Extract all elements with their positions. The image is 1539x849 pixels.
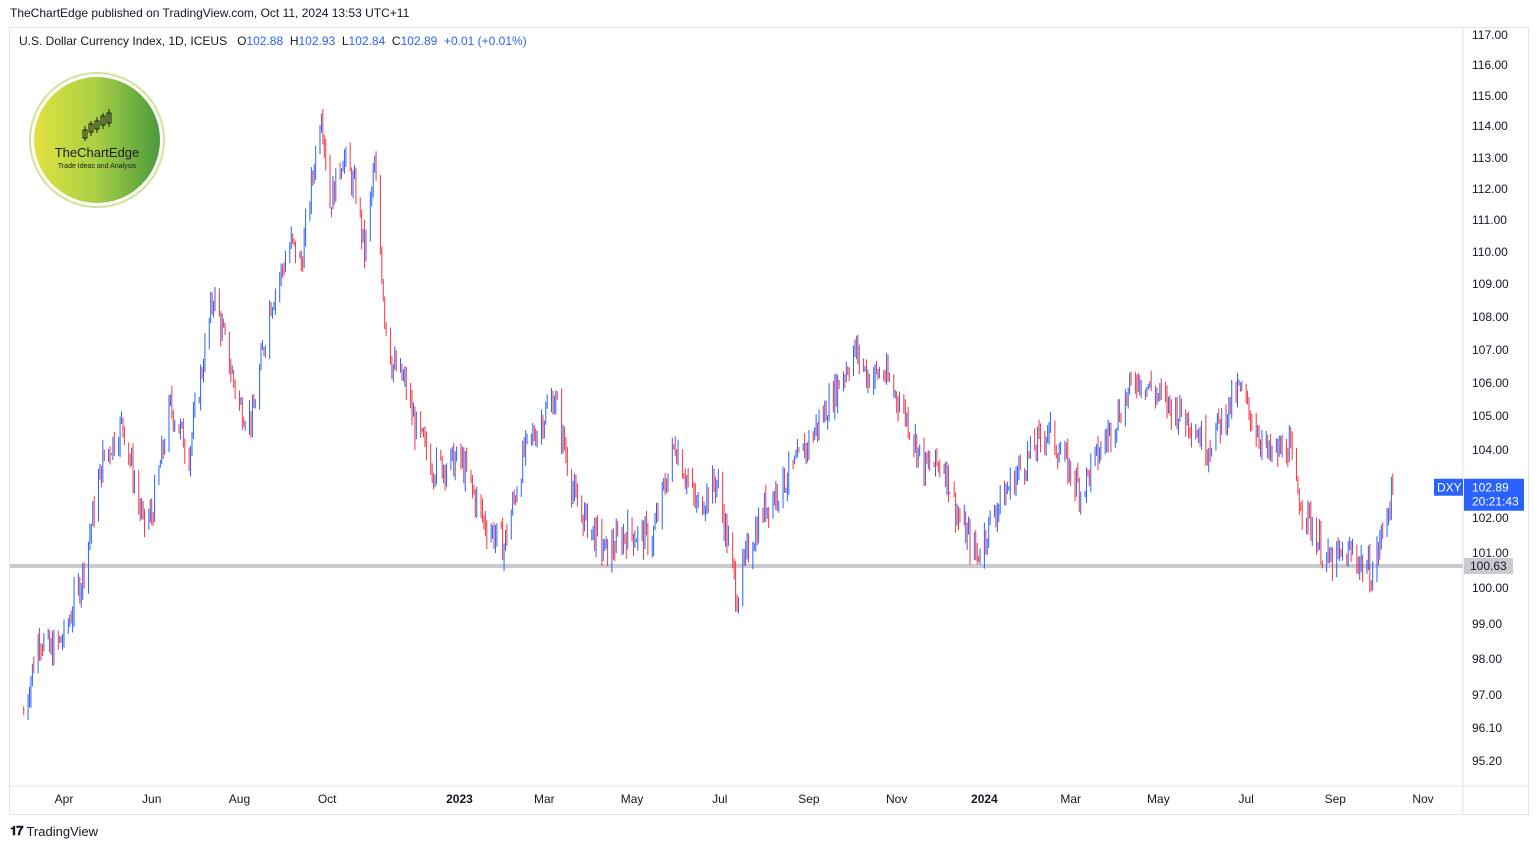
publisher-line: TheChartEdge published on TradingView.co… [10, 6, 410, 20]
x-tick-label: May [621, 792, 644, 806]
level-price-tag [1464, 557, 1513, 574]
y-tick-label: 107.00 [1472, 343, 1509, 357]
x-tick-label: Oct [318, 792, 337, 806]
open-label: O [237, 34, 247, 48]
x-tick-label: Sep [798, 792, 820, 806]
ohlc-bars [23, 108, 1394, 721]
y-tick-label: 108.00 [1472, 310, 1509, 324]
x-tick-label: Nov [1412, 792, 1433, 806]
symbol-legend[interactable]: U.S. Dollar Currency Index, 1D, ICEUS O1… [19, 34, 527, 48]
y-tick-label: 98.00 [1472, 652, 1502, 666]
support-level-band [10, 563, 1463, 568]
y-tick-label: 117.00 [1472, 28, 1508, 42]
y-tick-label: 101.00 [1472, 546, 1509, 560]
x-tick-label: Jul [1238, 792, 1253, 806]
footer-brand-label: TradingView [26, 823, 99, 839]
last-price-tag-label: 102.89 [1472, 481, 1509, 495]
logo-name: TheChartEdge [55, 145, 140, 160]
x-tick-label: Nov [886, 792, 907, 806]
y-tick-label: 96.10 [1472, 721, 1502, 735]
x-tick-label: Aug [229, 792, 250, 806]
y-tick-label: 97.00 [1472, 688, 1502, 702]
close-label: C [391, 34, 401, 48]
y-tick-label: 99.00 [1472, 617, 1502, 631]
footer-brand[interactable]: 𝟏𝟕 TradingView [10, 823, 98, 839]
y-tick-label: 113.00 [1472, 151, 1508, 165]
time-axis[interactable]: Apr Jun Aug Oct 2023 Mar May Jul Sep Nov 2024 Mar Ma… [55, 792, 1434, 806]
candlestick-icon [82, 109, 112, 141]
high-value: 102.93 [298, 34, 336, 48]
x-tick-label: May [1147, 792, 1170, 806]
change-value: +0.01 (+0.01%) [443, 34, 527, 48]
y-tick-label: 105.00 [1472, 409, 1509, 423]
support-level-line[interactable] [10, 563, 1463, 568]
open-value: 102.88 [246, 34, 284, 48]
high-label: H [289, 34, 299, 48]
y-tick-label: 106.00 [1472, 376, 1509, 390]
close-value: 102.89 [400, 34, 438, 48]
x-tick-label: Sep [1325, 792, 1347, 806]
y-tick-label: 95.20 [1472, 754, 1502, 768]
y-tick-label: 115.00 [1472, 89, 1508, 103]
y-tick-label: 114.00 [1472, 119, 1508, 133]
tradingview-logo-icon: 𝟏𝟕 [10, 823, 24, 838]
x-tick-label: Jul [712, 792, 727, 806]
y-tick-label: 116.00 [1472, 58, 1508, 72]
y-tick-label: 100.00 [1472, 581, 1509, 595]
symbol-tag [1434, 478, 1463, 496]
thechartedge-logo: TheChartEdge Trade Ideas and Analysis [29, 72, 165, 208]
y-tick-label: 102.00 [1472, 511, 1509, 525]
symbol-description: U.S. Dollar Currency Index, 1D, ICEUS [19, 34, 228, 48]
x-tick-label: Mar [534, 792, 555, 806]
y-tick-label: 111.00 [1472, 213, 1507, 227]
level-price-tag-label: 100.63 [1470, 559, 1507, 573]
logo-tagline: Trade Ideas and Analysis [58, 163, 137, 170]
x-tick-label: Jun [142, 792, 161, 806]
low-value: 102.84 [348, 34, 386, 48]
bar-countdown-label: 20:21:43 [1472, 495, 1519, 509]
y-tick-label: 109.00 [1472, 277, 1509, 291]
symbol-tag-label: DXY [1437, 481, 1462, 495]
x-tick-label: Mar [1060, 792, 1081, 806]
x-tick-label: 2024 [971, 792, 998, 806]
chart-frame[interactable] [9, 27, 1529, 815]
price-axis[interactable]: 117.00 116.00 115.00 114.00 113.00 112.00 111.… [1472, 28, 1509, 768]
last-price-tag [1464, 478, 1524, 511]
y-tick-label: 104.00 [1472, 443, 1509, 457]
y-tick-label: 110.00 [1472, 245, 1508, 259]
y-tick-label: 112.00 [1472, 182, 1508, 196]
x-tick-label: 2023 [446, 792, 473, 806]
low-label: L [341, 34, 349, 48]
x-tick-label: Apr [55, 792, 74, 806]
